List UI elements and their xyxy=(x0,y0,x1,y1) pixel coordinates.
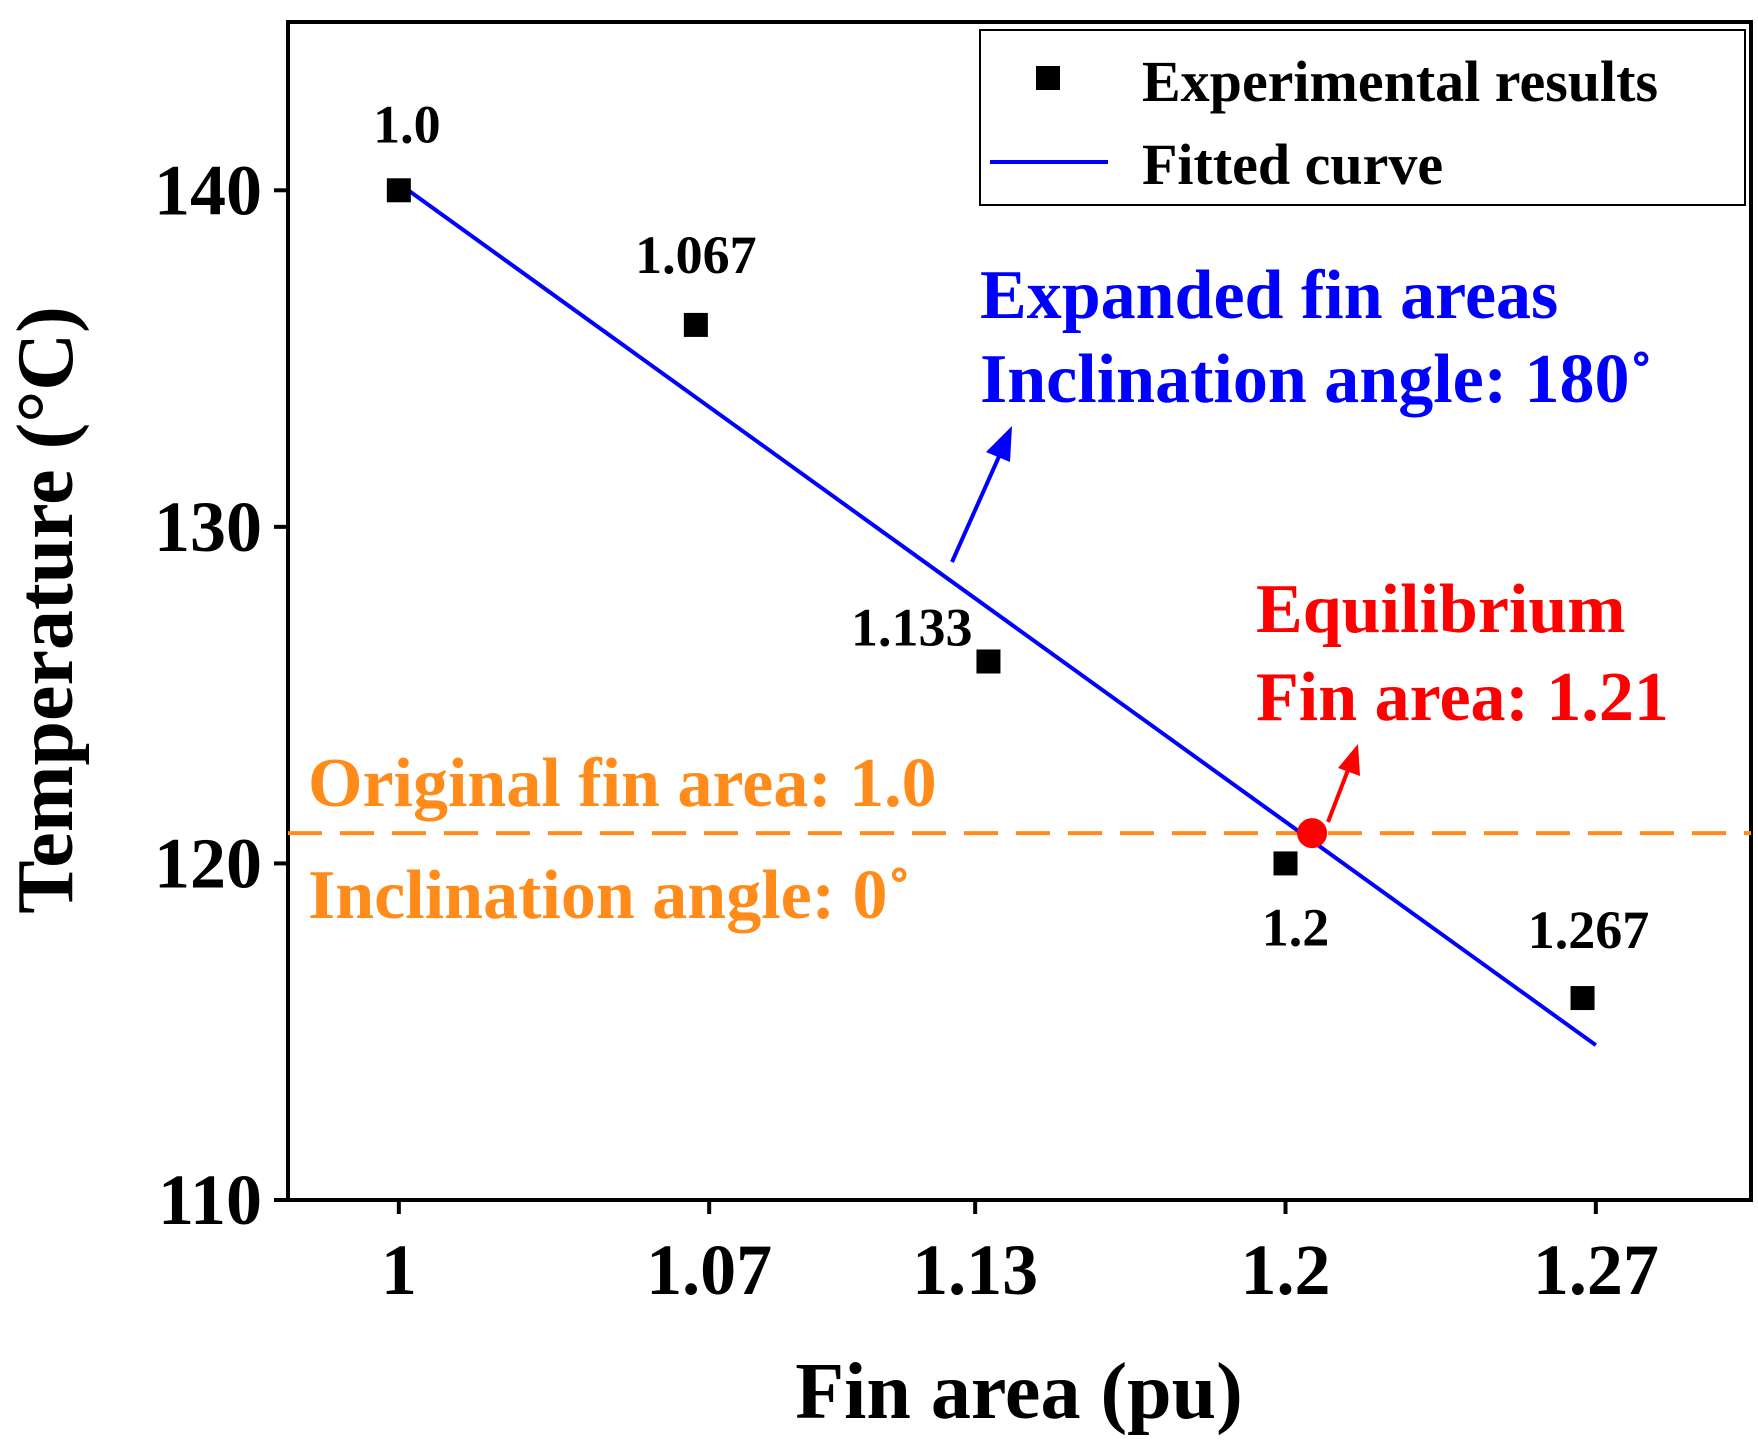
experimental-point xyxy=(1273,851,1298,876)
equilibrium-fin-area-label: Fin area: 1.21 xyxy=(1256,659,1669,736)
expanded-inclination-label: Inclination angle: 180˚ xyxy=(980,341,1653,418)
plot-series: 1.0 1.067 1.133 1.2 1.267 xyxy=(288,94,1751,1047)
axes: 1 1.07 1.13 1.2 1.27 110 120 130 140 xyxy=(154,150,1659,1310)
experimental-point xyxy=(683,312,708,337)
fitted-curve-line xyxy=(397,181,1598,1047)
x-tick-label: 1.2 xyxy=(1241,1230,1331,1310)
legend-label-experimental: Experimental results xyxy=(1142,49,1658,114)
point-data-label: 1.267 xyxy=(1528,900,1650,960)
x-tick-label: 1.07 xyxy=(646,1230,772,1310)
equilibrium-arrow xyxy=(1326,744,1360,823)
experimental-point xyxy=(976,649,1001,674)
x-axis-label: Fin area (pu) xyxy=(795,1348,1242,1436)
x-tick-label: 1.13 xyxy=(912,1230,1038,1310)
legend-box xyxy=(979,29,1746,206)
original-inclination-label: Inclination angle: 0˚ xyxy=(308,857,911,934)
y-tick-label: 110 xyxy=(158,1160,262,1240)
y-tick-label: 120 xyxy=(154,823,262,903)
original-fin-area-label: Original fin area: 1.0 xyxy=(308,745,937,822)
equilibrium-point xyxy=(1297,818,1328,849)
y-tick-label: 140 xyxy=(154,150,262,230)
expanded-arrow xyxy=(950,426,1012,563)
equilibrium-label: Equilibrium xyxy=(1256,571,1626,648)
point-data-label: 1.0 xyxy=(373,94,441,154)
legend-label-fitted: Fitted curve xyxy=(1142,132,1443,197)
experimental-point xyxy=(1570,986,1595,1011)
experimental-point xyxy=(386,178,411,203)
legend-marker-experimental xyxy=(1036,66,1060,90)
equilibrium-arrow-head xyxy=(1338,744,1360,776)
y-axis-label: Temperature (°C) xyxy=(2,306,90,913)
plot-area xyxy=(286,20,1753,1202)
expanded-arrow-head xyxy=(986,426,1012,462)
point-data-label: 1.067 xyxy=(635,225,757,285)
y-tick-label: 130 xyxy=(154,487,262,567)
x-tick-label: 1 xyxy=(381,1230,417,1310)
x-tick-label: 1.27 xyxy=(1533,1230,1659,1310)
point-data-label: 1.133 xyxy=(851,597,973,657)
point-data-label: 1.2 xyxy=(1262,897,1330,957)
legend: Experimental results Fitted curve xyxy=(979,29,1746,206)
expanded-fin-areas-label: Expanded fin areas xyxy=(980,257,1558,334)
